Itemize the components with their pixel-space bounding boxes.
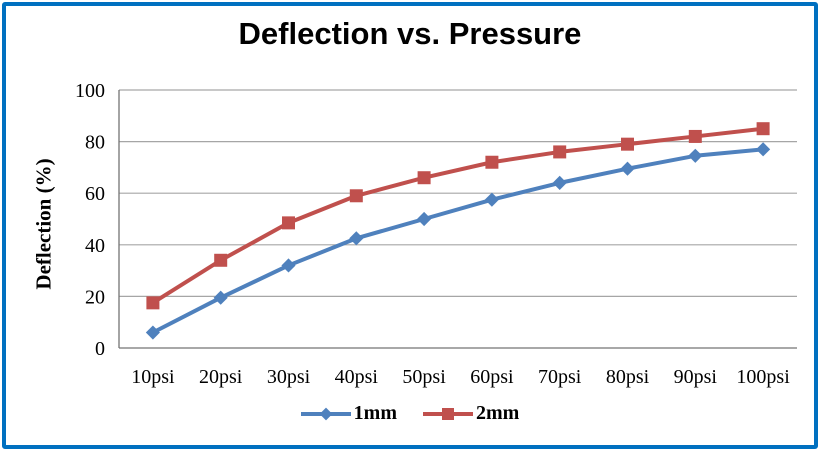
data-point-1mm <box>552 175 567 190</box>
x-category-label: 50psi <box>402 366 446 388</box>
data-point-1mm <box>756 142 771 157</box>
data-point-1mm <box>213 290 228 305</box>
legend-item-1mm: 1mm <box>300 402 397 425</box>
data-point-2mm <box>485 155 499 169</box>
data-point-1mm <box>620 161 635 176</box>
y-tick-label: 0 <box>95 338 105 360</box>
legend: 1mm 2mm <box>0 402 820 425</box>
x-category-label: 60psi <box>470 366 514 388</box>
x-category-label: 30psi <box>267 366 311 388</box>
x-category-label: 80psi <box>606 366 650 388</box>
data-point-2mm <box>146 296 160 310</box>
x-category-label: 70psi <box>538 366 582 388</box>
y-tick-label: 60 <box>85 183 105 205</box>
y-tick-label: 80 <box>85 132 105 154</box>
data-point-2mm <box>214 253 228 267</box>
legend-label-2mm: 2mm <box>476 402 520 424</box>
legend-label-1mm: 1mm <box>353 402 397 424</box>
x-category-label: 90psi <box>674 366 718 388</box>
x-category-label: 10psi <box>131 366 175 388</box>
y-tick-label: 100 <box>75 80 105 102</box>
y-tick-label: 20 <box>85 286 105 308</box>
data-point-1mm <box>417 211 432 227</box>
data-point-1mm <box>484 192 499 207</box>
diamond-marker-icon <box>300 407 351 420</box>
data-point-1mm <box>145 325 160 340</box>
x-category-label: 40psi <box>335 366 379 388</box>
chart-title: Deflection vs. Pressure <box>238 16 582 51</box>
data-point-2mm <box>756 122 770 136</box>
series-line-2mm <box>150 126 766 305</box>
data-point-2mm <box>417 171 431 185</box>
data-point-2mm <box>349 189 363 203</box>
data-point-2mm <box>282 216 295 230</box>
data-point-1mm <box>349 231 364 246</box>
data-point-2mm <box>688 129 702 143</box>
data-point-2mm <box>553 145 567 159</box>
series-line-1mm <box>150 147 766 335</box>
data-point-2mm <box>621 137 634 151</box>
data-point-1mm <box>281 258 296 273</box>
square-marker-icon <box>423 407 473 420</box>
legend-item-2mm: 2mm <box>423 402 519 425</box>
y-tick-label: 40 <box>85 235 105 257</box>
x-category-label: 20psi <box>199 366 243 388</box>
data-point-1mm <box>688 148 703 163</box>
x-category-label: 100psi <box>736 366 790 388</box>
